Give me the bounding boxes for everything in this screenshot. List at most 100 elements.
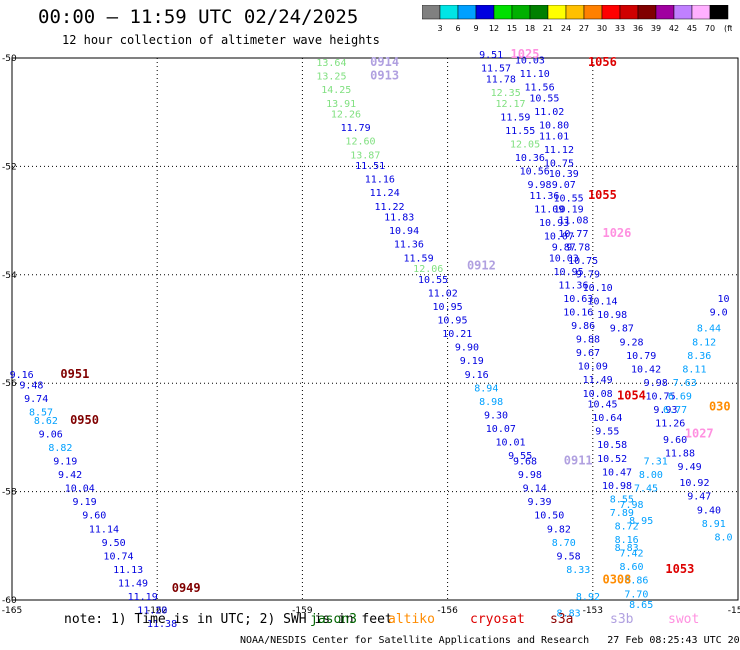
wave-height-value: 13.91 bbox=[326, 99, 356, 110]
wave-height-value: 12.05 bbox=[510, 139, 540, 150]
pass-time-label: 0950 bbox=[70, 413, 99, 427]
wave-height-value: 7.63 bbox=[673, 378, 697, 389]
wave-height-value: 8.65 bbox=[629, 600, 653, 611]
longitude-tick-label: -153 bbox=[583, 606, 603, 616]
wave-height-value: 8.36 bbox=[687, 351, 711, 362]
wave-height-value: 10.52 bbox=[597, 454, 627, 465]
colorbar-swatch bbox=[709, 5, 729, 20]
wave-height-value: 9.06 bbox=[39, 429, 63, 440]
wave-height-value: 10.42 bbox=[631, 364, 661, 375]
latitude-tick-label: -56 bbox=[2, 379, 17, 389]
pass-time-label: 0913 bbox=[370, 69, 399, 83]
colorbar-level-label: 3 bbox=[437, 24, 442, 33]
latitude-tick-label: -60 bbox=[2, 596, 17, 606]
wave-height-value: 11.49 bbox=[118, 578, 148, 589]
wave-height-value: 10.39 bbox=[549, 169, 579, 180]
wave-height-value: 10.19 bbox=[554, 204, 584, 215]
colorbar-level-label: 70 bbox=[705, 24, 715, 33]
wave-height-value: 10.07 bbox=[486, 424, 516, 435]
wave-height-value: 10.01 bbox=[495, 438, 525, 449]
wave-height-value: 11.12 bbox=[544, 145, 574, 156]
pass-time-label: 030 bbox=[709, 399, 731, 413]
wave-height-value: 6.77 bbox=[663, 405, 687, 416]
wave-height-value: 11.36 bbox=[394, 240, 424, 251]
colorbar-level-label: 27 bbox=[579, 24, 589, 33]
wave-height-value: 11.59 bbox=[500, 112, 530, 123]
colorbar-level-label: 30 bbox=[597, 24, 607, 33]
wave-height-value: 11.56 bbox=[525, 83, 555, 94]
wave-height-value: 13.64 bbox=[316, 58, 346, 69]
colorbar-level-label: 24 bbox=[561, 24, 571, 33]
wave-height-value: 8.83 bbox=[615, 543, 639, 554]
wave-height-value: 8.12 bbox=[692, 337, 716, 348]
wave-height-value: 11.83 bbox=[384, 213, 414, 224]
wave-height-value: 12.35 bbox=[491, 88, 521, 99]
satellite-legend-item: altiko bbox=[388, 612, 435, 627]
colorbar-level-label: 21 bbox=[543, 24, 553, 33]
wave-height-value: 8.86 bbox=[624, 576, 648, 587]
wave-height-value: 9.90 bbox=[455, 343, 479, 354]
wave-height-value: 8.95 bbox=[629, 516, 653, 527]
wave-height-value: 10.75 bbox=[568, 256, 598, 267]
axis-tick-labels: -165 -162 -159 -156 -153 -150 -50 -52 -54 -56 -58 -… bbox=[2, 54, 740, 616]
wave-height-value: 11.22 bbox=[374, 202, 404, 213]
wave-height-value: 10.79 bbox=[626, 351, 656, 362]
wave-height-value: 9.19 bbox=[460, 356, 484, 367]
wave-height-value: 8.16 bbox=[615, 535, 639, 546]
wave-height-value: 10.36 bbox=[515, 153, 545, 164]
pass-time-label: 0951 bbox=[60, 367, 89, 381]
wave-height-value: 9.93 bbox=[653, 405, 677, 416]
satellite-legend-item: s3b bbox=[610, 612, 634, 627]
satellite-legend-item: swot bbox=[668, 612, 700, 627]
wave-height-value: 10.93 bbox=[539, 218, 569, 229]
longitude-tick-label: -150 bbox=[728, 606, 740, 616]
wave-height-value: 12.06 bbox=[413, 264, 443, 275]
wave-height-value: 9.48 bbox=[19, 381, 43, 392]
pass-time-label: 1053 bbox=[665, 562, 694, 576]
wave-height-value: 9.30 bbox=[484, 410, 508, 421]
pass-time-label: 1056 bbox=[588, 55, 617, 69]
wave-height-value: 10.77 bbox=[558, 229, 588, 240]
map-title: 00:00 — 11:59 UTC 02/24/2025 bbox=[38, 6, 359, 28]
colorbar-level-label: 33 bbox=[615, 24, 625, 33]
wave-height-value: 10.04 bbox=[65, 484, 95, 495]
satellite-legend-item: cryosat bbox=[470, 612, 525, 627]
pass-time-label: 0912 bbox=[467, 258, 496, 272]
wave-height-value: 14.25 bbox=[321, 85, 351, 96]
graticule bbox=[11, 57, 739, 601]
wave-height-value: 7.31 bbox=[644, 457, 668, 468]
wave-height-value: 10.74 bbox=[103, 551, 133, 562]
wave-height-value: 9.19 bbox=[73, 497, 97, 508]
colorbar-level-label: 18 bbox=[525, 24, 535, 33]
wave-height-value: 10.75 bbox=[544, 158, 574, 169]
wave-height-value: 9.79 bbox=[576, 270, 600, 281]
wave-height-value: 7.98 bbox=[619, 500, 643, 511]
wave-height-value: 8.91 bbox=[702, 519, 726, 530]
wave-height-value: 8.70 bbox=[552, 538, 576, 549]
pass-time-label: 1026 bbox=[602, 226, 631, 240]
wave-height-value: 9.40 bbox=[697, 505, 721, 516]
wave-height-value: 10.50 bbox=[534, 511, 564, 522]
wave-height-value: 10.03 bbox=[515, 55, 545, 66]
wave-height-value: 11.01 bbox=[539, 131, 569, 142]
pass-time-label: 0949 bbox=[172, 581, 201, 595]
colorbar-level-label: 45 bbox=[687, 24, 697, 33]
wave-height-value: 9.16 bbox=[10, 370, 34, 381]
wave-height-value: 11.57 bbox=[481, 64, 511, 75]
wave-height-value: 10.09 bbox=[578, 362, 608, 373]
pass-time-label: 1027 bbox=[685, 426, 714, 440]
colorbar-level-label: 6 bbox=[455, 24, 460, 33]
wave-height-value: 11.13 bbox=[113, 565, 143, 576]
satellite-legend-item: s3a bbox=[550, 612, 574, 627]
wave-height-value: 11.49 bbox=[583, 375, 613, 386]
pass-time-label: 0914 bbox=[370, 55, 399, 69]
wave-height-value: 10.98 bbox=[597, 310, 627, 321]
note-text: note: 1) Time is in UTC; 2) SWH is in fe… bbox=[64, 612, 393, 627]
wave-height-value: 10.08 bbox=[583, 389, 613, 400]
wave-height-value: 10.45 bbox=[587, 400, 617, 411]
wave-height-value: 9.87 bbox=[552, 242, 576, 253]
wave-height-value: 8.60 bbox=[619, 562, 643, 573]
longitude-tick-label: -165 bbox=[2, 606, 22, 616]
wave-height-value: 10.56 bbox=[520, 167, 550, 178]
wave-height-value: 8.44 bbox=[697, 324, 721, 335]
